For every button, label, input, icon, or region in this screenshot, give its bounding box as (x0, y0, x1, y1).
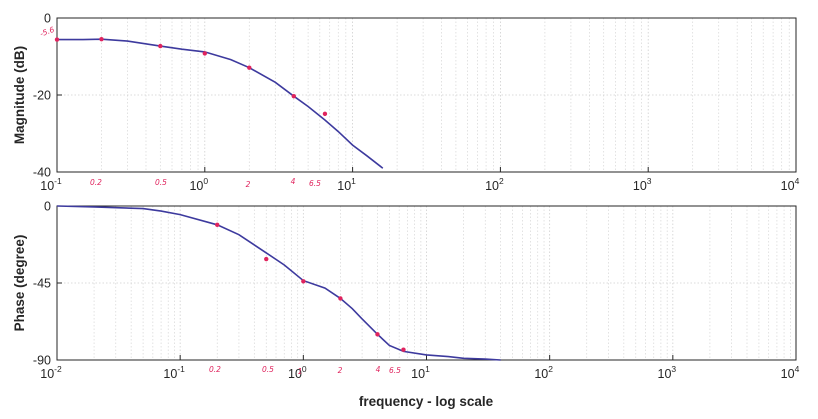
handwritten-annotation: 4 (291, 177, 296, 186)
x-tick-label: 10-1 (163, 364, 185, 381)
magnitude-grid (57, 18, 796, 172)
magnitude-axes-box (56, 17, 797, 173)
handwritten-annotation: -5.6 (39, 25, 56, 39)
y-tick-label: 0 (44, 12, 51, 26)
phase-markers (215, 222, 406, 352)
magnitude-panel: -40 -20 0 10-1 100 101 102 103 104 -5.6 0.2 0.5 2 4… (12, 12, 800, 194)
x-tick-label: 104 (781, 176, 800, 193)
data-marker (215, 222, 220, 228)
phase-grid (57, 206, 796, 360)
data-marker (322, 111, 328, 117)
data-marker (264, 256, 269, 262)
y-tick-label: -40 (33, 166, 51, 180)
x-tick-label: 10-1 (40, 176, 62, 193)
x-tick-label: 103 (633, 176, 652, 193)
x-tick-label: 104 (781, 364, 800, 381)
magnitude-y-axis-label: Magnitude (dB) (12, 46, 27, 144)
data-marker (401, 347, 406, 352)
phase-y-ticks: -90 -45 0 (33, 200, 62, 368)
x-tick-label: 101 (411, 364, 430, 381)
handwritten-annotation: 0.5 (155, 178, 167, 187)
x-tick-label: 100 (288, 364, 307, 381)
x-tick-label: 10-2 (40, 364, 62, 381)
x-tick-label: 102 (534, 364, 553, 381)
handwritten-annotation: 0.5 (262, 365, 274, 374)
phase-panel: -90 -45 0 10-2 10-1 100 101 102 103 104 0.2 0.5 1 2… (12, 200, 800, 410)
handwritten-annotation: 2 (338, 366, 343, 375)
data-marker (338, 296, 343, 301)
magnitude-curve (57, 38, 384, 169)
handwritten-annotation: 0.2 (209, 365, 221, 374)
handwritten-annotation: 0.2 (90, 178, 102, 187)
data-marker (202, 51, 207, 56)
phase-curve (56, 205, 501, 361)
data-marker (158, 43, 163, 49)
handwritten-annotation: 4 (376, 365, 381, 374)
phase-x-ticks: 10-2 10-1 100 101 102 103 104 (40, 355, 800, 381)
x-axis-label: frequency - log scale (359, 394, 494, 409)
data-marker (247, 65, 252, 70)
handwritten-annotation: 6.5 (309, 179, 321, 188)
y-tick-label: 0 (44, 200, 51, 214)
x-tick-label: 102 (485, 176, 504, 193)
data-marker (99, 36, 104, 42)
data-marker (54, 37, 60, 42)
data-marker (301, 279, 306, 284)
y-tick-label: -45 (33, 277, 51, 291)
phase-y-axis-label: Phase (degree) (12, 235, 27, 332)
magnitude-x-ticks: 10-1 100 101 102 103 104 (40, 167, 800, 193)
x-tick-label: 100 (189, 176, 208, 193)
data-marker (375, 332, 380, 337)
y-tick-label: -20 (33, 89, 51, 103)
handwritten-annotation: 2 (246, 180, 251, 189)
phase-annotations: 0.2 0.5 1 2 4 6.5 (209, 365, 401, 376)
x-tick-label: 103 (658, 364, 677, 381)
magnitude-markers (54, 36, 328, 117)
handwritten-annotation: 1 (298, 367, 303, 376)
y-tick-label: -90 (33, 354, 51, 368)
handwritten-annotation: 6.5 (389, 366, 401, 375)
magnitude-y-ticks: -40 -20 0 (33, 12, 62, 180)
x-tick-label: 101 (337, 176, 356, 193)
data-marker (291, 93, 296, 99)
